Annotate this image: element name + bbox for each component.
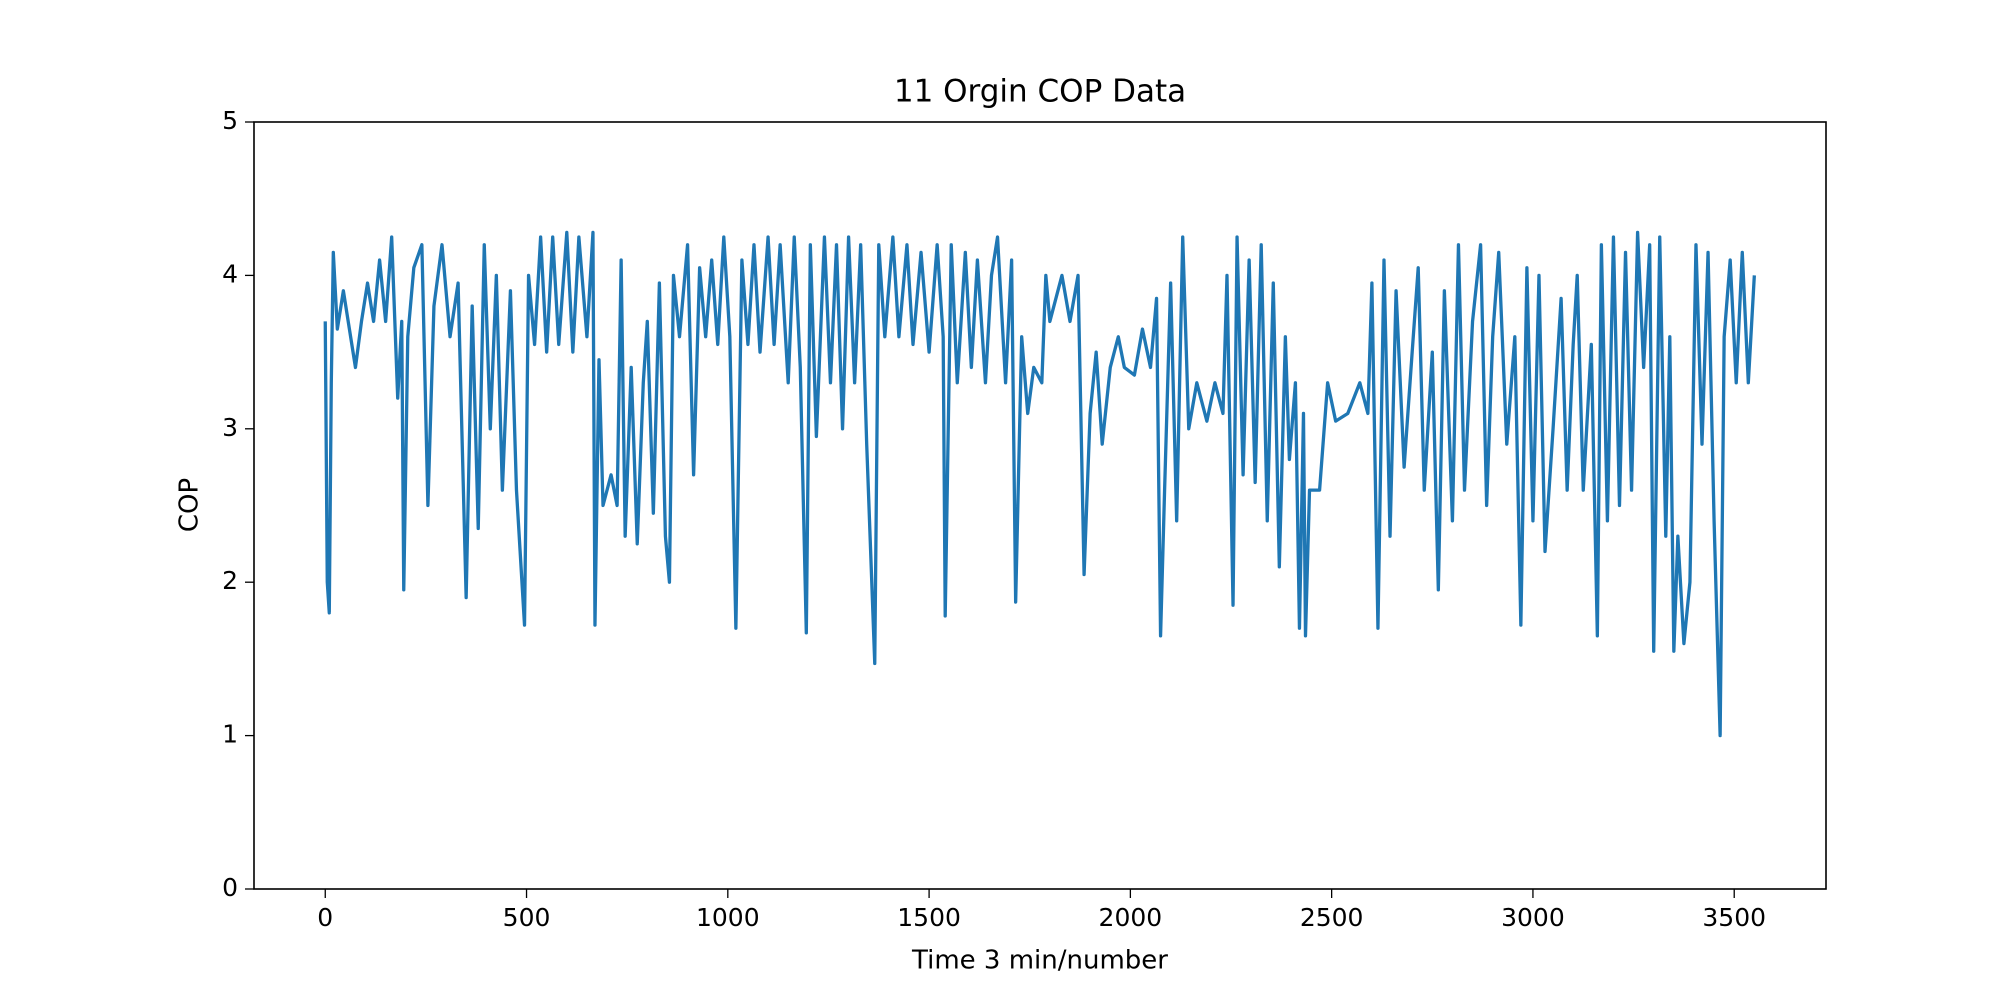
x-tick-label: 2000 — [1099, 903, 1163, 932]
y-tick-label: 4 — [222, 259, 238, 288]
y-tick-label: 5 — [222, 106, 238, 135]
x-tick-label: 3500 — [1702, 903, 1766, 932]
y-tick-label: 0 — [222, 873, 238, 902]
y-tick-label: 2 — [222, 566, 238, 595]
x-tick-label: 3000 — [1501, 903, 1565, 932]
y-tick-label: 3 — [222, 413, 238, 442]
x-tick-label: 500 — [503, 903, 551, 932]
x-tick-label: 0 — [317, 903, 333, 932]
data-line — [323, 230, 1756, 738]
y-tick-label: 1 — [222, 720, 238, 749]
x-tick-label: 1000 — [696, 903, 760, 932]
y-axis-label: COP — [175, 478, 205, 532]
x-tick-label: 1500 — [897, 903, 961, 932]
x-axis-label: Time 3 min/number — [911, 946, 1168, 976]
x-tick-label: 2500 — [1300, 903, 1364, 932]
plot-frame — [253, 121, 1827, 890]
chart-title: 11 Orgin COP Data — [894, 74, 1186, 110]
